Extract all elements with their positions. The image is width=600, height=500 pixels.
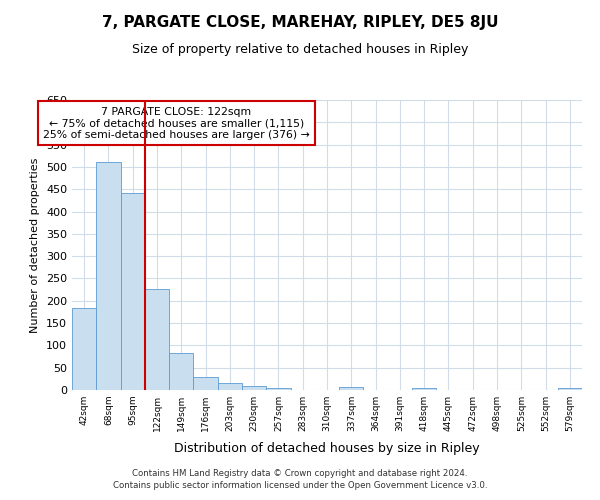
Bar — [412, 388, 436, 390]
Bar — [242, 386, 266, 390]
Bar — [193, 377, 218, 390]
Y-axis label: Number of detached properties: Number of detached properties — [31, 158, 40, 332]
Bar — [218, 384, 242, 390]
Text: 7 PARGATE CLOSE: 122sqm
← 75% of detached houses are smaller (1,115)
25% of semi: 7 PARGATE CLOSE: 122sqm ← 75% of detache… — [43, 106, 310, 140]
Bar — [121, 193, 145, 390]
Bar — [96, 162, 121, 390]
Bar — [266, 388, 290, 390]
Text: 7, PARGATE CLOSE, MAREHAY, RIPLEY, DE5 8JU: 7, PARGATE CLOSE, MAREHAY, RIPLEY, DE5 8… — [102, 15, 498, 30]
Bar — [145, 289, 169, 390]
Bar — [339, 387, 364, 390]
Text: Contains HM Land Registry data © Crown copyright and database right 2024.
Contai: Contains HM Land Registry data © Crown c… — [113, 468, 487, 490]
Bar — [558, 388, 582, 390]
Bar — [72, 308, 96, 390]
Bar — [169, 352, 193, 390]
X-axis label: Distribution of detached houses by size in Ripley: Distribution of detached houses by size … — [174, 442, 480, 456]
Text: Size of property relative to detached houses in Ripley: Size of property relative to detached ho… — [132, 42, 468, 56]
